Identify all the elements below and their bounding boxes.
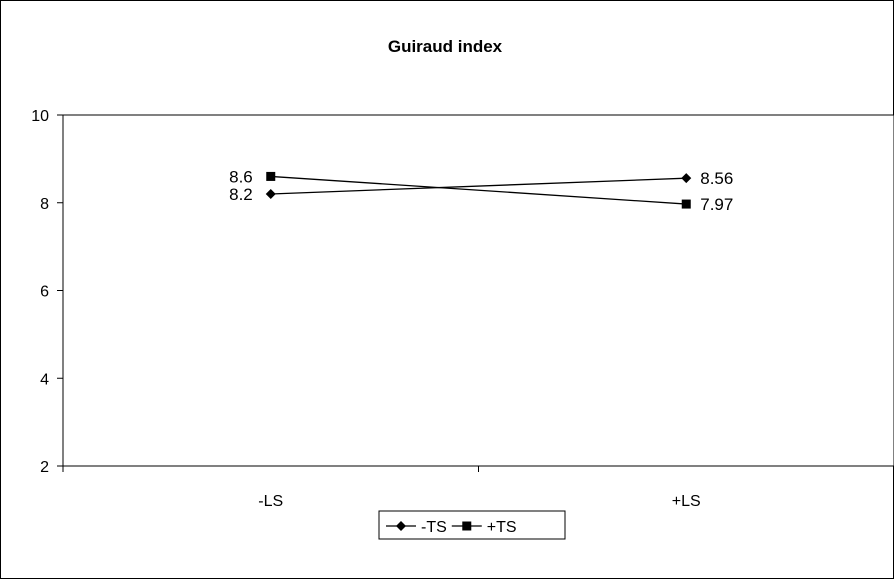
data-point (682, 200, 691, 209)
x-tick-label: +LS (672, 493, 701, 510)
plot-area (63, 115, 894, 466)
chart-title: Guiraud index (388, 37, 503, 56)
data-label: 8.56 (700, 169, 733, 188)
y-tick-label: 6 (40, 284, 49, 301)
y-axis: 2 4 6 8 10 (31, 108, 63, 476)
x-axis: -LS +LS (63, 466, 894, 510)
data-label: 8.2 (229, 185, 253, 204)
data-point (266, 172, 275, 181)
legend-box (379, 511, 565, 539)
data-label: 8.6 (229, 167, 253, 186)
legend-label: -TS (421, 519, 447, 536)
y-tick-label: 4 (40, 371, 49, 388)
y-tick-label: 10 (31, 108, 49, 125)
legend-label: +TS (487, 519, 517, 536)
legend: -TS +TS (379, 511, 565, 539)
y-tick-label: 2 (40, 459, 49, 476)
data-label: 7.97 (700, 195, 733, 214)
y-tick-label: 8 (40, 196, 49, 213)
legend-marker-+TS (462, 522, 471, 531)
x-tick-label: -LS (258, 493, 283, 510)
